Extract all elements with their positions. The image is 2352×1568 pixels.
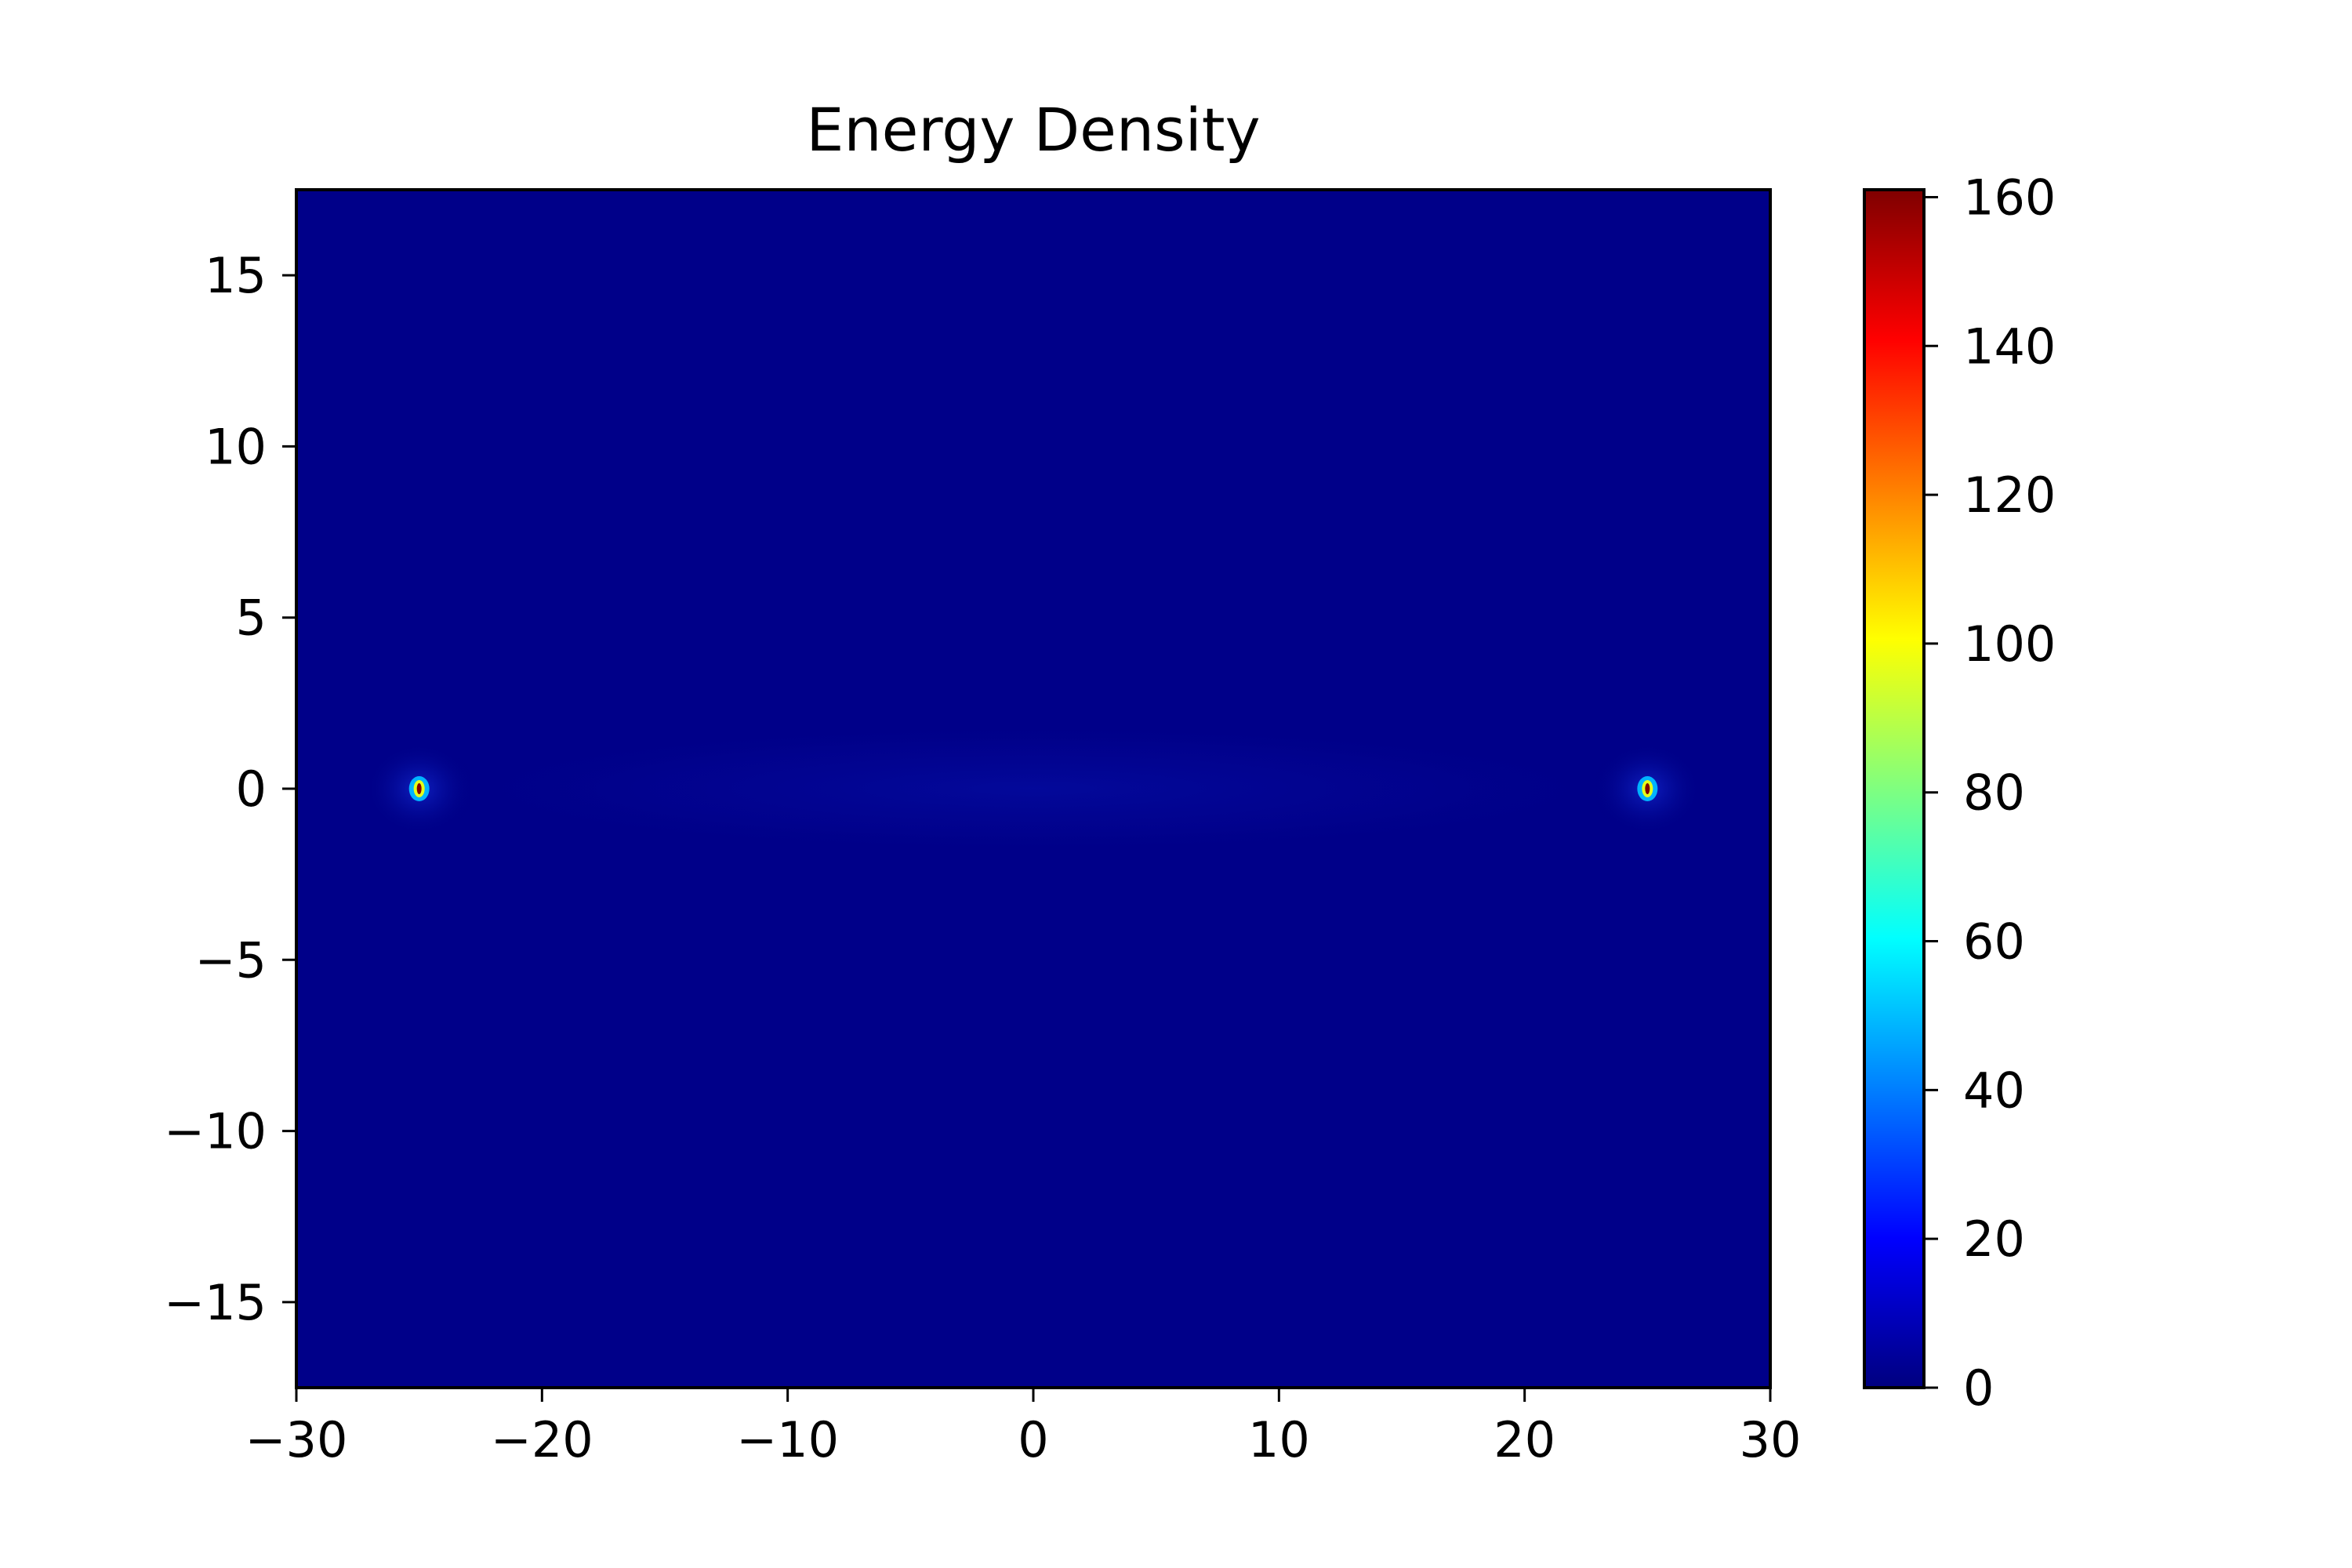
y-tick-label: 0 [236,760,267,818]
x-tick-label: −20 [491,1411,593,1468]
colorbar-frame [1863,188,1926,1389]
colorbar-tick-label: 40 [1963,1062,2025,1119]
y-tick-label: 15 [205,247,267,304]
plot-area: −30 −20 −10 0 10 20 30 15 10 5 0 −5 −10 −15 [164,188,1802,1468]
colorbar-tick-label: 80 [1963,764,2025,822]
colorbar-tick-label: 140 [1963,318,2056,375]
y-tick-label: −5 [195,931,267,989]
hotspot [1592,742,1703,836]
colorbar: 0 20 40 60 80 100 120 140 160 [1863,169,2056,1417]
y-tick-label: −10 [164,1103,267,1160]
colorbar-tick-label: 160 [1963,169,2056,226]
x-tick-label: 30 [1740,1411,1802,1468]
colorbar-tick-label: 60 [1963,913,2025,971]
colorbar-tick-label: 0 [1963,1359,1994,1417]
y-tick-label: 10 [205,418,267,475]
x-axis: −30 −20 −10 0 10 20 30 [245,1388,1802,1468]
y-tick-label: 5 [236,590,267,647]
colorbar-gradient [1864,190,1924,1388]
colorbar-tick-label: 100 [1963,615,2056,673]
y-axis: 15 10 5 0 −5 −10 −15 [164,247,296,1331]
colorbar-axis: 0 20 40 60 80 100 120 140 160 [1924,169,2056,1417]
energy-band [387,718,1679,859]
y-tick-label: −15 [164,1274,267,1331]
colorbar-tick-label: 20 [1963,1210,2025,1268]
x-tick-label: 10 [1248,1411,1310,1468]
x-tick-label: −30 [245,1411,348,1468]
hotspot [364,742,474,836]
x-tick-label: 0 [1018,1411,1048,1468]
x-tick-label: 20 [1494,1411,1555,1468]
colorbar-tick-label: 120 [1963,466,2056,524]
chart-title: Energy Density [806,95,1260,165]
hotspots [364,742,1703,836]
x-tick-label: −10 [736,1411,839,1468]
